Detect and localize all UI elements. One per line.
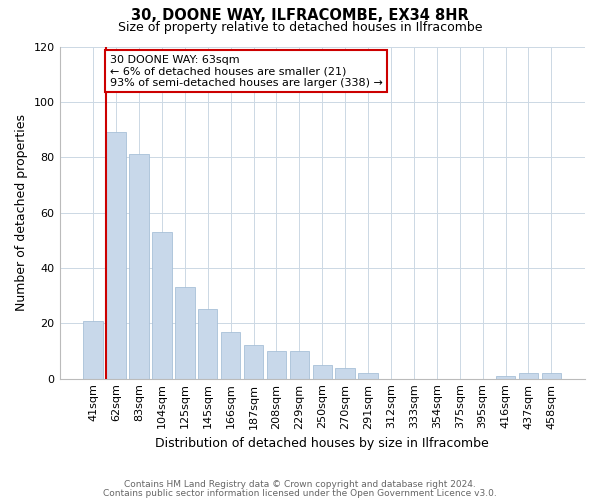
- Bar: [335, 368, 355, 378]
- Y-axis label: Number of detached properties: Number of detached properties: [15, 114, 28, 311]
- Bar: [83, 320, 103, 378]
- Text: 30, DOONE WAY, ILFRACOMBE, EX34 8HR: 30, DOONE WAY, ILFRACOMBE, EX34 8HR: [131, 8, 469, 22]
- Bar: [129, 154, 149, 378]
- Bar: [496, 376, 515, 378]
- Bar: [152, 232, 172, 378]
- Bar: [198, 310, 217, 378]
- Text: 30 DOONE WAY: 63sqm
← 6% of detached houses are smaller (21)
93% of semi-detache: 30 DOONE WAY: 63sqm ← 6% of detached hou…: [110, 55, 383, 88]
- Bar: [313, 365, 332, 378]
- Bar: [244, 346, 263, 378]
- Bar: [358, 373, 378, 378]
- Text: Contains public sector information licensed under the Open Government Licence v3: Contains public sector information licen…: [103, 488, 497, 498]
- Bar: [175, 288, 194, 378]
- Bar: [290, 351, 309, 378]
- Bar: [542, 373, 561, 378]
- Bar: [267, 351, 286, 378]
- Text: Contains HM Land Registry data © Crown copyright and database right 2024.: Contains HM Land Registry data © Crown c…: [124, 480, 476, 489]
- X-axis label: Distribution of detached houses by size in Ilfracombe: Distribution of detached houses by size …: [155, 437, 489, 450]
- Bar: [106, 132, 126, 378]
- Bar: [519, 373, 538, 378]
- Text: Size of property relative to detached houses in Ilfracombe: Size of property relative to detached ho…: [118, 21, 482, 34]
- Bar: [221, 332, 241, 378]
